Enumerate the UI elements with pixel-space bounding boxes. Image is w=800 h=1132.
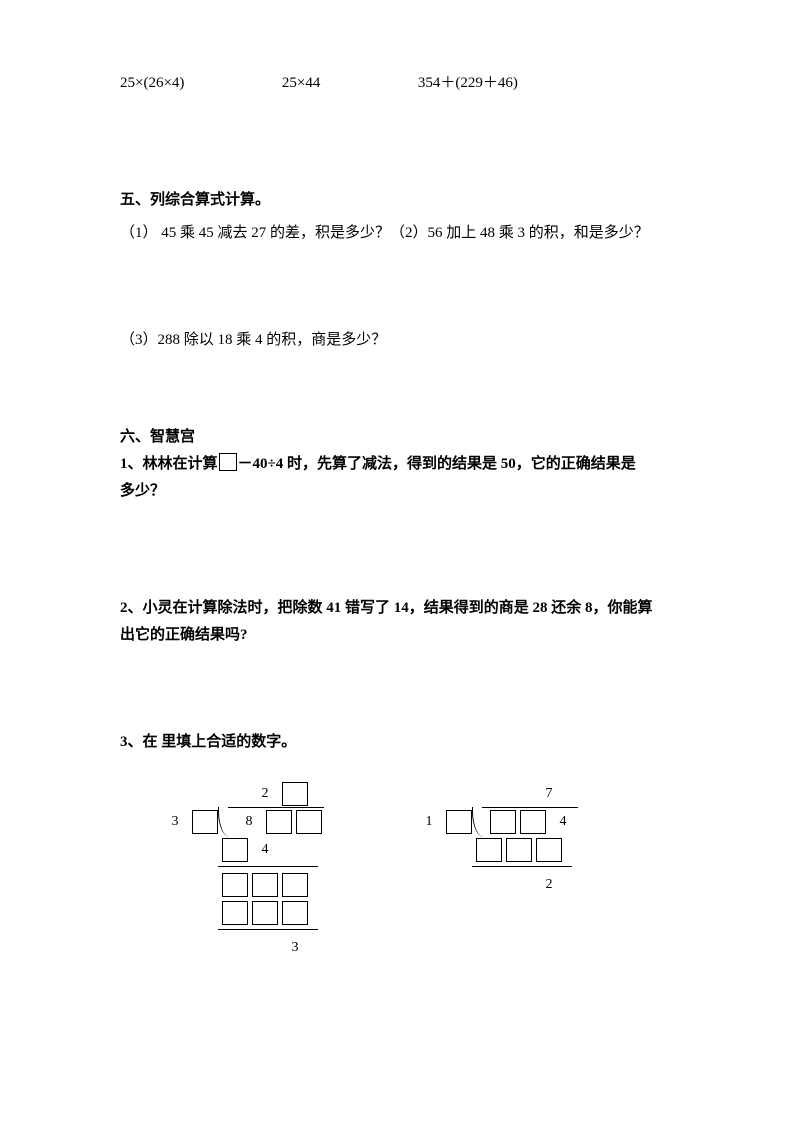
quotient-row: 2 bbox=[160, 780, 324, 808]
digit: 2 bbox=[536, 873, 562, 897]
digit: 3 bbox=[162, 810, 188, 834]
remainder-row: 3 bbox=[160, 934, 324, 962]
expr-3: 354＋(229＋46) bbox=[418, 75, 518, 91]
blank-box-icon bbox=[222, 901, 248, 925]
blank-box-icon bbox=[282, 782, 308, 806]
blank-box-icon bbox=[506, 838, 532, 862]
blank-box-icon bbox=[219, 453, 237, 471]
section-6-q1: 1、林林在计算 －40÷4 时，先算了减法，得到的结果是 50，它的正确结果是 多… bbox=[120, 451, 680, 505]
digit: 4 bbox=[252, 838, 278, 862]
blank-box-icon bbox=[520, 810, 546, 834]
q1-part-c: 多少？ bbox=[120, 483, 165, 499]
section-5-q1q2: （1） 45 乘 45 减去 27 的差，积是多少？（2）56 加上 48 乘 … bbox=[120, 220, 680, 247]
quotient-row: 7 bbox=[414, 780, 578, 808]
subtraction-line bbox=[218, 929, 318, 930]
blank-box-icon bbox=[222, 873, 248, 897]
blank-box-icon bbox=[296, 810, 322, 834]
section-6-q3: 3、在 里填上合适的数字。 bbox=[120, 729, 680, 756]
q2-line-1: 2、小灵在计算除法时，把除数 41 错写了 14，结果得到的商是 28 还余 8… bbox=[120, 600, 653, 616]
section-5-q3: （3）288 除以 18 乘 4 的积，商是多少？ bbox=[120, 327, 680, 354]
blank-box-icon bbox=[476, 838, 502, 862]
expr-1: 25×(26×4) bbox=[120, 75, 184, 91]
q2-line-2: 出它的正确结果吗? bbox=[120, 627, 248, 643]
digit: 7 bbox=[536, 782, 562, 806]
step-row bbox=[160, 899, 324, 927]
blank-box-icon bbox=[536, 838, 562, 862]
digit: 1 bbox=[416, 810, 442, 834]
remainder-row: 2 bbox=[414, 871, 578, 899]
section-5-title: 五、列综合算式计算。 bbox=[120, 187, 680, 214]
digit: 3 bbox=[282, 936, 308, 960]
subtraction-line bbox=[218, 866, 318, 867]
divisor-dividend-row: 3 8 bbox=[160, 808, 324, 836]
top-expressions: 25×(26×4) 25×44 354＋(229＋46) bbox=[120, 70, 680, 97]
divisor-dividend-row: 1 4 bbox=[414, 808, 578, 836]
blank-box-icon bbox=[252, 901, 278, 925]
blank-box-icon bbox=[222, 838, 248, 862]
digit: 2 bbox=[252, 782, 278, 806]
digit: 4 bbox=[550, 810, 576, 834]
q1-text: （1） 45 乘 45 减去 27 的差，积是多少？ bbox=[120, 225, 390, 241]
division-diagrams: 2 3 8 4 bbox=[120, 780, 680, 962]
section-6-q2: 2、小灵在计算除法时，把除数 41 错写了 14，结果得到的商是 28 还余 8… bbox=[120, 595, 680, 649]
blank-box-icon bbox=[282, 873, 308, 897]
section-6-title: 六、智慧宫 bbox=[120, 424, 680, 451]
expr-2: 25×44 bbox=[282, 75, 320, 91]
step-row bbox=[414, 836, 578, 864]
q1-part-b: －40÷4 时，先算了减法，得到的结果是 50，它的正确结果是 bbox=[238, 456, 636, 472]
q1-part-a: 1、林林在计算 bbox=[120, 456, 218, 472]
step-row: 4 bbox=[160, 836, 324, 864]
subtraction-line bbox=[472, 866, 572, 867]
blank-box-icon bbox=[490, 810, 516, 834]
blank-box-icon bbox=[192, 810, 218, 834]
step-row bbox=[160, 871, 324, 899]
digit: 8 bbox=[236, 810, 262, 834]
blank-box-icon bbox=[266, 810, 292, 834]
q2-text: （2）56 加上 48 乘 3 的积，和是多少？ bbox=[390, 225, 649, 241]
division-diagram-1: 2 3 8 4 bbox=[160, 780, 324, 962]
blank-box-icon bbox=[252, 873, 278, 897]
blank-box-icon bbox=[446, 810, 472, 834]
blank-box-icon bbox=[282, 901, 308, 925]
division-diagram-2: 7 1 4 2 bbox=[414, 780, 578, 899]
